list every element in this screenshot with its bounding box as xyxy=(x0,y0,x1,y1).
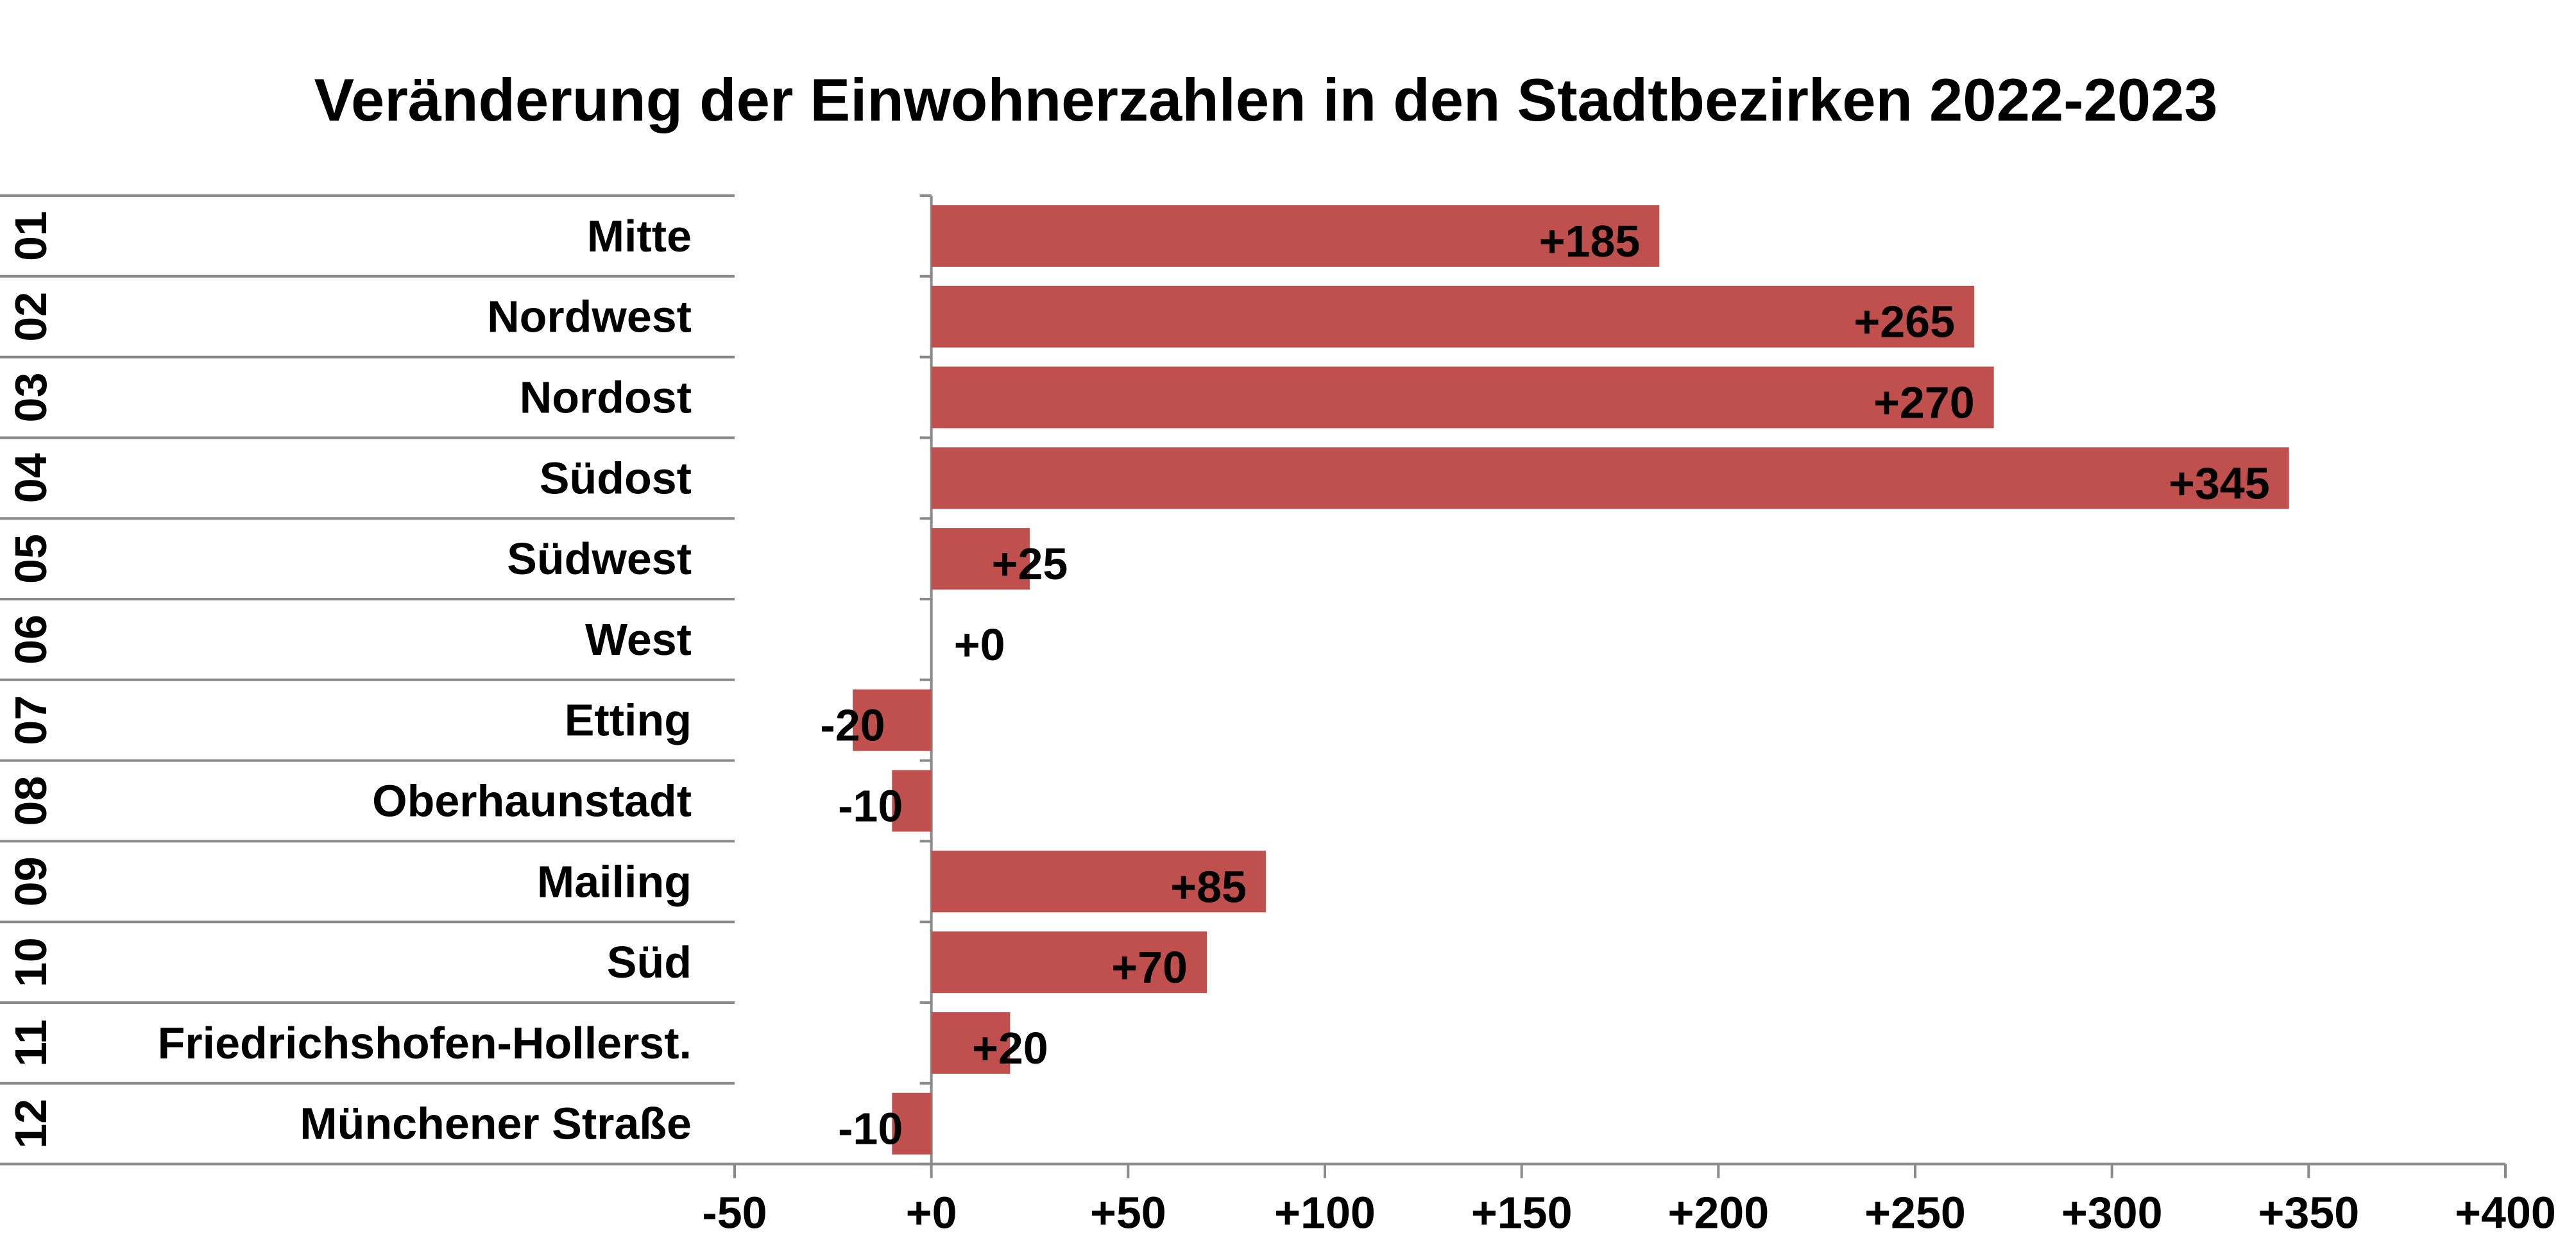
bar xyxy=(931,931,1207,994)
district-name: Mitte xyxy=(587,211,692,261)
x-tick-label: +0 xyxy=(906,1188,957,1238)
district-number: 11 xyxy=(6,1019,56,1067)
category-rows: 01 Mitte 02 Nordwest 03 Nordost 04 Südost 05 Südw… xyxy=(0,194,735,1166)
axes: -50 +0 +50 +100 +150 +200 +250 +300 +350 +400 xyxy=(702,194,2556,1238)
district-name: Oberhaunstadt xyxy=(372,776,692,826)
x-tick-label: +100 xyxy=(1274,1188,1376,1238)
district-number: 05 xyxy=(6,534,56,584)
data-label: +345 xyxy=(2169,458,2270,508)
bar xyxy=(931,205,1660,267)
district-name: Süd xyxy=(607,937,692,987)
data-label: +0 xyxy=(954,620,1005,670)
district-number: 07 xyxy=(6,695,56,745)
x-tick-label: +150 xyxy=(1471,1188,1573,1238)
x-tick-label: +350 xyxy=(2258,1188,2359,1238)
bar xyxy=(931,285,1974,348)
bar xyxy=(853,689,932,751)
data-label: -20 xyxy=(820,700,885,751)
bar xyxy=(892,1092,932,1155)
district-number: 09 xyxy=(6,856,56,906)
district-number: 06 xyxy=(6,615,56,665)
district-name: Münchener Straße xyxy=(300,1099,692,1149)
chart-title: Veränderung der Einwohnerzahlen in den S… xyxy=(314,66,2217,133)
bar xyxy=(892,770,932,832)
x-tick-label: +50 xyxy=(1090,1188,1166,1238)
bars xyxy=(853,205,2289,1155)
data-label: +25 xyxy=(992,539,1068,589)
bar xyxy=(931,447,2289,509)
x-tick-label: +250 xyxy=(1864,1188,1966,1238)
bar xyxy=(931,366,1994,429)
x-tick-label: -50 xyxy=(702,1188,767,1238)
x-tick-label: +400 xyxy=(2455,1188,2556,1238)
district-name: Nordost xyxy=(520,373,692,423)
bar xyxy=(931,1012,1011,1074)
data-label: +270 xyxy=(1873,378,1975,428)
bar xyxy=(931,851,1266,913)
district-name: Mailing xyxy=(537,856,692,906)
district-number: 03 xyxy=(6,373,56,423)
x-tick-label: +200 xyxy=(1668,1188,1769,1238)
district-name: West xyxy=(585,615,692,665)
data-labels: +185 +265 +270 +345 +25 +0 -20 -10 +85 +70 +20 -10 xyxy=(820,216,2269,1154)
district-name: Etting xyxy=(565,695,692,745)
x-tick-label: +300 xyxy=(2061,1188,2163,1238)
district-number: 04 xyxy=(6,453,56,503)
data-label: +185 xyxy=(1539,216,1641,266)
data-label: +70 xyxy=(1111,942,1188,992)
district-number: 01 xyxy=(6,211,56,261)
data-label: -10 xyxy=(838,1104,903,1154)
district-number: 10 xyxy=(6,937,56,987)
bar xyxy=(931,528,1030,590)
district-number: 12 xyxy=(6,1099,56,1149)
district-number: 02 xyxy=(6,292,56,342)
district-name: Nordwest xyxy=(487,292,692,342)
data-label: -10 xyxy=(838,781,903,831)
data-label: +20 xyxy=(972,1023,1048,1073)
district-name: Südost xyxy=(540,453,692,503)
district-name: Südwest xyxy=(507,534,692,584)
district-name: Friedrichshofen-Hollerst. xyxy=(158,1018,692,1068)
data-label: +265 xyxy=(1854,297,1955,347)
district-number: 08 xyxy=(6,776,56,826)
data-label: +85 xyxy=(1170,861,1247,912)
